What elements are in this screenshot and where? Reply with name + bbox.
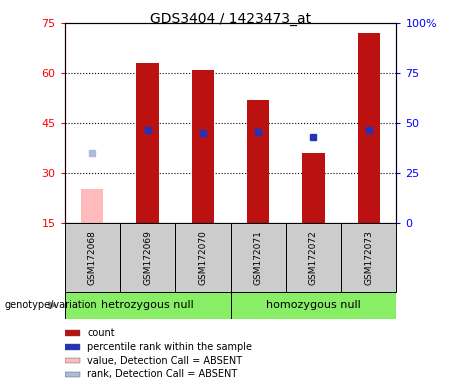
Bar bbox=[358, 33, 380, 223]
Text: rank, Detection Call = ABSENT: rank, Detection Call = ABSENT bbox=[87, 369, 237, 379]
Bar bbox=[175, 223, 230, 292]
Text: hetrozygous null: hetrozygous null bbox=[101, 300, 194, 310]
Bar bbox=[120, 223, 175, 292]
Bar bbox=[286, 223, 341, 292]
Text: GSM172073: GSM172073 bbox=[364, 230, 373, 285]
Bar bbox=[81, 189, 103, 223]
Bar bbox=[247, 99, 269, 223]
Bar bbox=[65, 372, 80, 377]
Bar bbox=[65, 344, 80, 349]
Text: GSM172072: GSM172072 bbox=[309, 230, 318, 285]
Text: GSM172068: GSM172068 bbox=[88, 230, 97, 285]
Bar bbox=[65, 358, 80, 363]
Bar bbox=[341, 223, 396, 292]
Bar bbox=[65, 223, 120, 292]
Bar bbox=[302, 153, 325, 223]
Text: count: count bbox=[87, 328, 115, 338]
Bar bbox=[65, 330, 80, 336]
Bar bbox=[192, 70, 214, 223]
Text: GSM172070: GSM172070 bbox=[198, 230, 207, 285]
Text: GSM172069: GSM172069 bbox=[143, 230, 152, 285]
Bar bbox=[230, 223, 286, 292]
Bar bbox=[230, 292, 396, 319]
Text: homozygous null: homozygous null bbox=[266, 300, 361, 310]
Text: percentile rank within the sample: percentile rank within the sample bbox=[87, 342, 252, 352]
Bar bbox=[136, 63, 159, 223]
Text: GSM172071: GSM172071 bbox=[254, 230, 263, 285]
Text: genotype/variation: genotype/variation bbox=[5, 300, 97, 310]
Bar bbox=[65, 292, 230, 319]
Text: GDS3404 / 1423473_at: GDS3404 / 1423473_at bbox=[150, 12, 311, 25]
Text: value, Detection Call = ABSENT: value, Detection Call = ABSENT bbox=[87, 356, 242, 366]
